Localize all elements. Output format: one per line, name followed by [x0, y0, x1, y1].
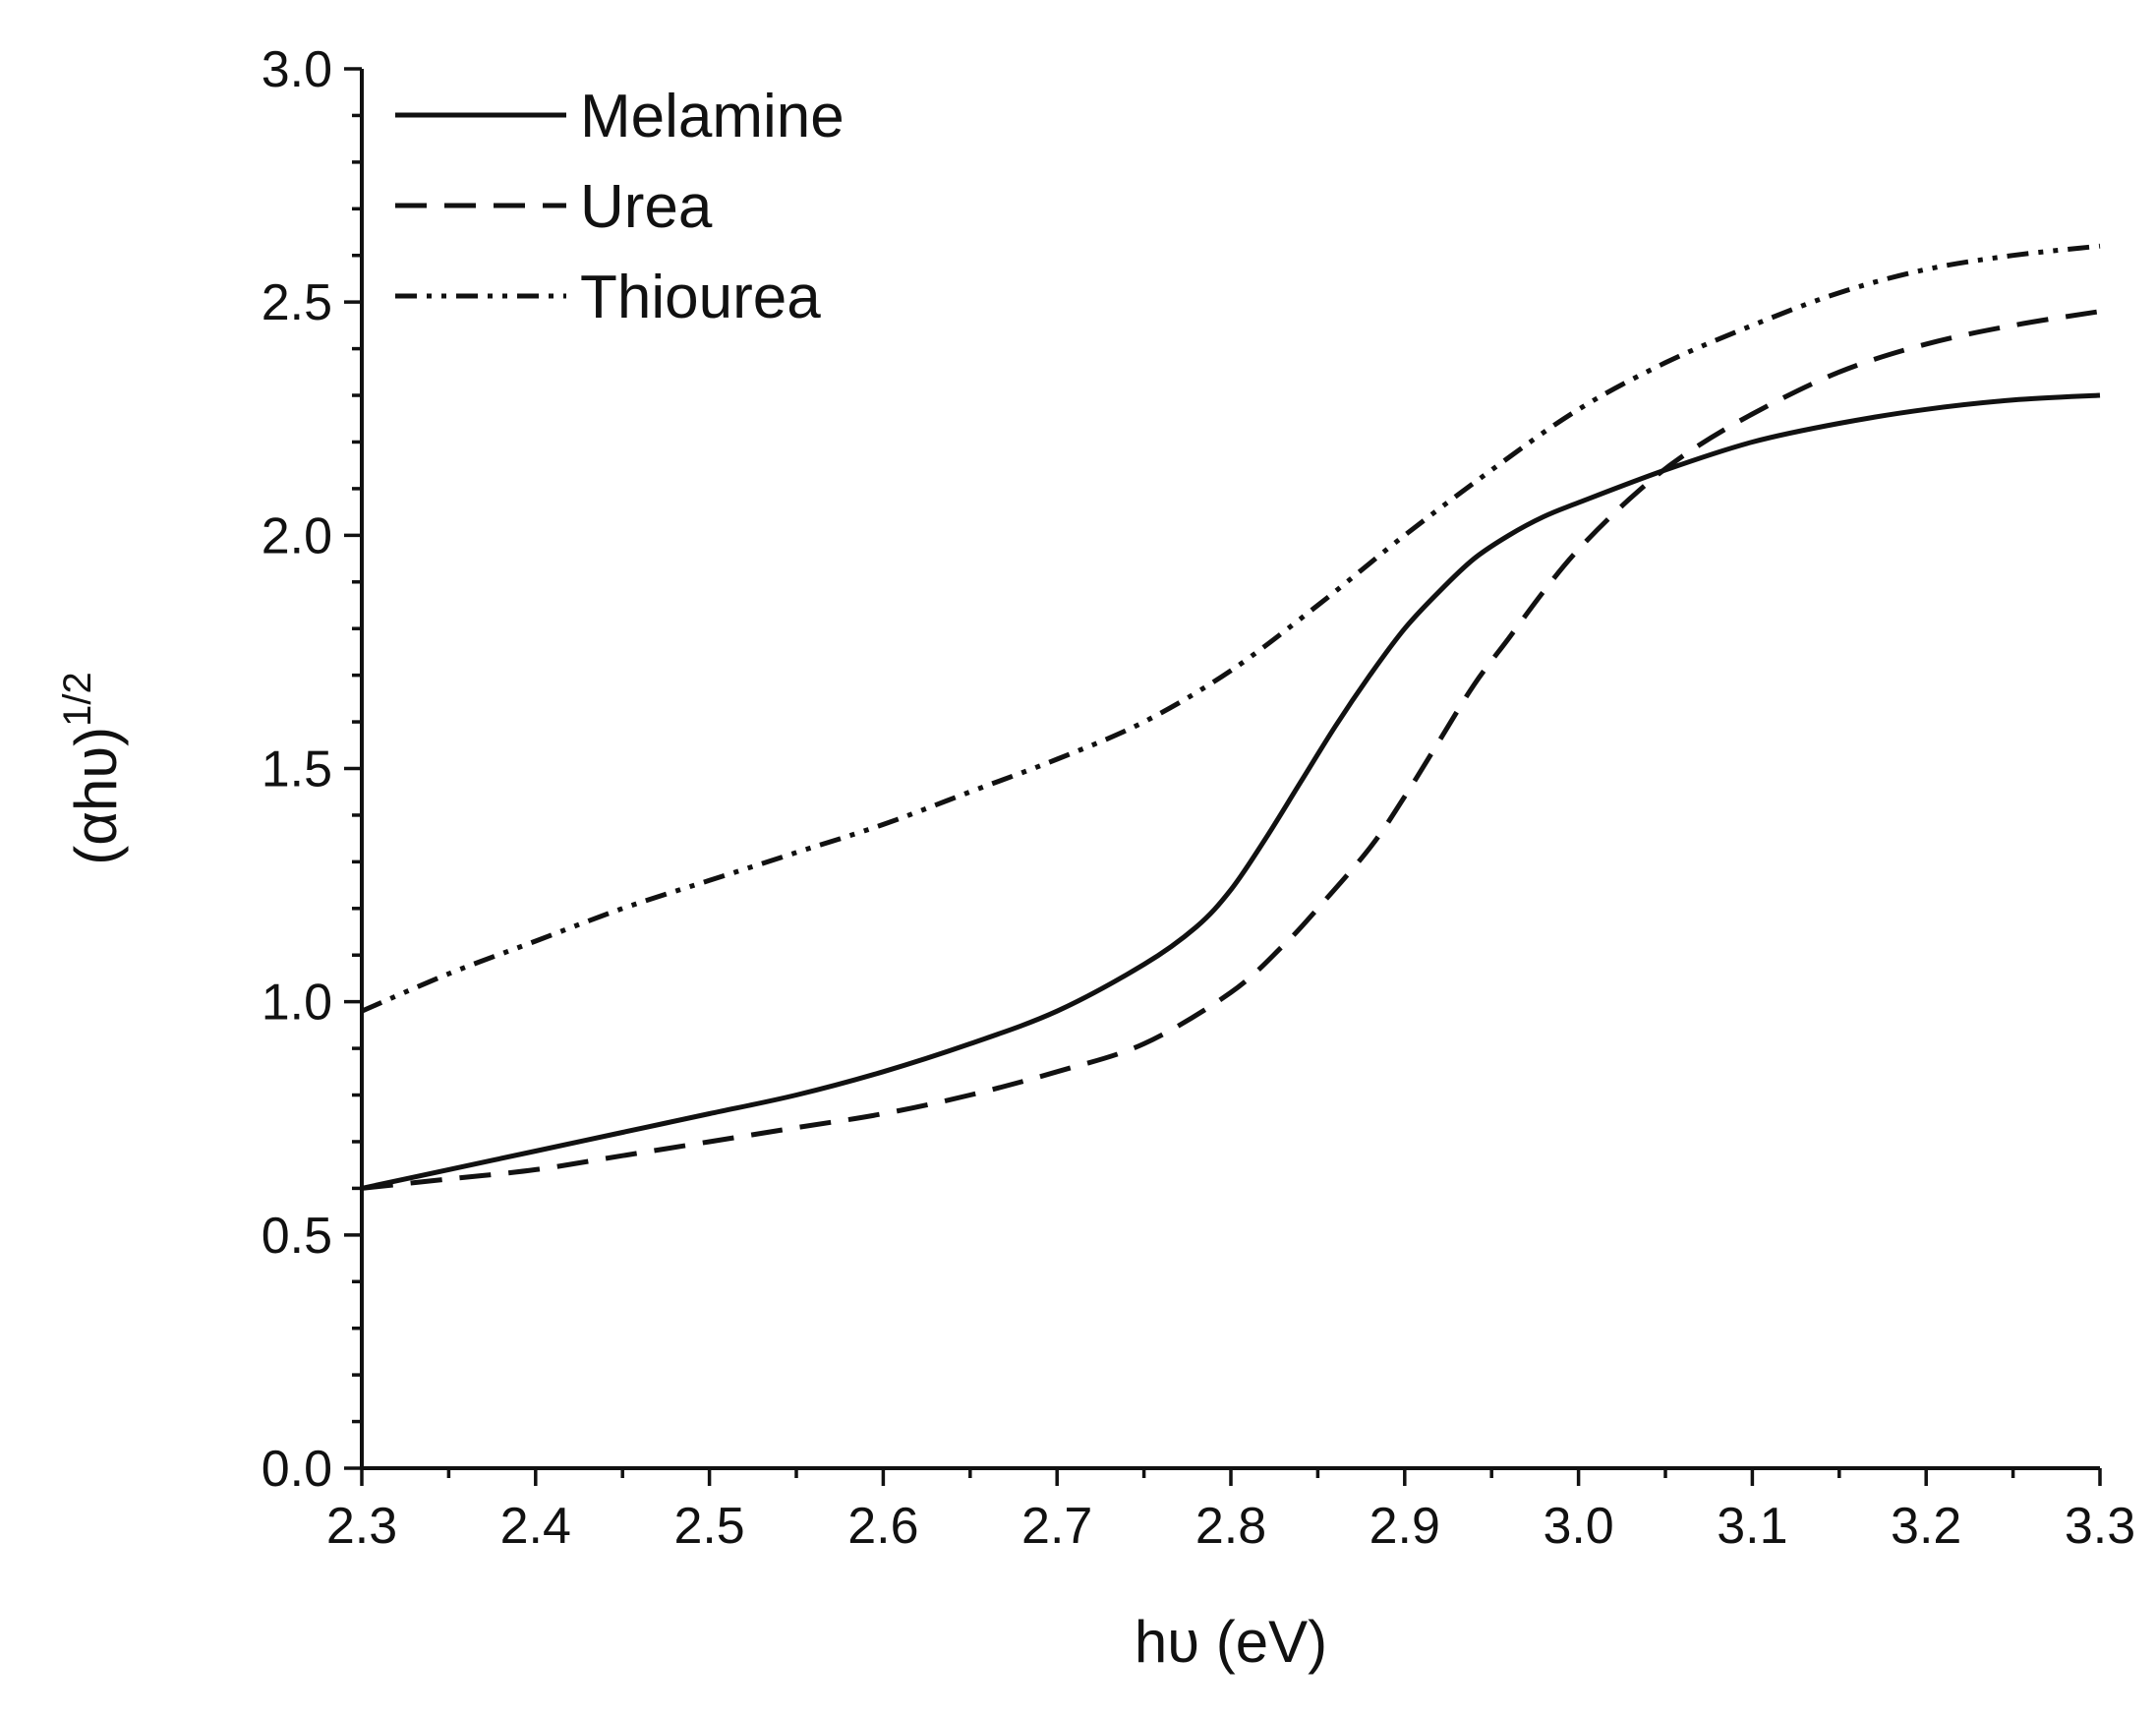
x-axis-title: hυ (eV) [1135, 1609, 1327, 1675]
series-layer [361, 243, 2101, 1191]
x-tick-label: 3.2 [1891, 1498, 1961, 1555]
y-tick-label: 0.0 [262, 1441, 332, 1498]
x-tick-label: 2.8 [1195, 1498, 1266, 1555]
x-tick-label: 3.0 [1543, 1498, 1613, 1555]
series-line-thiourea [361, 243, 2101, 1014]
x-tick-label: 2.3 [326, 1498, 397, 1555]
x-tick-label: 2.5 [673, 1498, 744, 1555]
x-tick-label: 2.6 [847, 1498, 918, 1555]
x-tick-label: 2.7 [1021, 1498, 1092, 1555]
y-tick-label: 1.5 [262, 741, 332, 799]
legend-label-thiourea: Thiourea [580, 264, 821, 331]
x-tick-label: 3.3 [2065, 1498, 2135, 1555]
y-tick-label: 3.0 [262, 41, 332, 98]
x-tick-label: 3.1 [1717, 1498, 1787, 1555]
x-tick-label: 2.9 [1369, 1498, 1440, 1555]
y-tick-label: 0.5 [262, 1208, 332, 1265]
y-axis-title-superscript: 1/2 [56, 672, 99, 727]
y-axis-title-base: (αhυ) [63, 727, 129, 865]
legend-label-urea: Urea [580, 173, 713, 241]
x-tick-label: 2.4 [500, 1498, 571, 1555]
y-tick-label: 2.5 [262, 274, 332, 331]
series-line-melamine [361, 392, 2101, 1191]
legend: Melamine Urea Thiourea [395, 83, 845, 331]
series-line-urea [361, 309, 2101, 1191]
y-tick-label: 2.0 [262, 507, 332, 564]
y-axis-title: (αhυ)1/2 [56, 672, 129, 864]
ticks: 2.3 2.4 2.5 2.6 2.7 2.8 2.9 3.0 3.1 3.2 3.3 0.0 0.5 1… [262, 41, 2135, 1555]
y-tick-label: 1.0 [262, 975, 332, 1032]
legend-label-melamine: Melamine [580, 83, 845, 150]
